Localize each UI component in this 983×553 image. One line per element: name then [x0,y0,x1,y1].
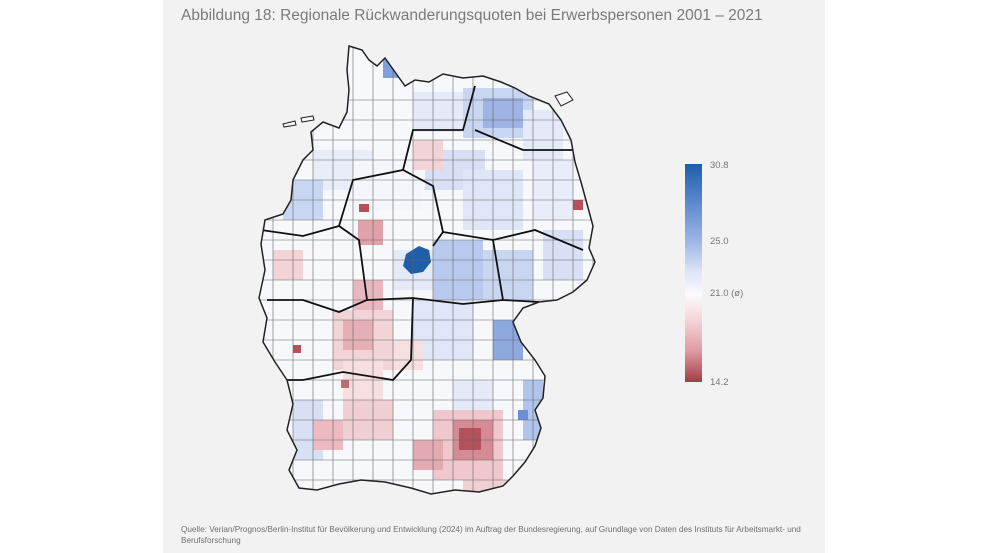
legend-high-label: 25.0 [710,236,729,247]
legend-color-scale [685,164,702,382]
legend-min-label: 14.2 [710,377,729,388]
figure-title: Abbildung 18: Regionale Rückwanderungsqu… [181,7,763,24]
district-boundaries [259,46,595,494]
legend-max-label: 30.8 [710,160,729,171]
germany-district-map [258,45,596,495]
figure-panel: Abbildung 18: Regionale Rückwanderungsqu… [163,0,825,553]
legend-mean-label: 21.0 (ø) [710,288,744,299]
state-boundaries [260,85,584,381]
source-note: Quelle: Verian/Prognos/Berlin-Institut f… [181,525,801,545]
north-sea-islands [282,91,574,128]
